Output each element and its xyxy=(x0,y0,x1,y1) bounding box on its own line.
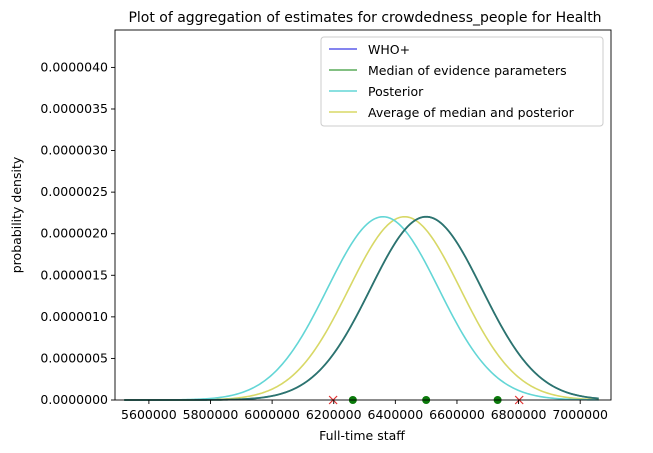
legend-label-median: Median of evidence parameters xyxy=(368,63,567,78)
x-axis-label: Full-time staff xyxy=(319,428,405,443)
y-tick-label-0: 0.0000000 xyxy=(40,392,108,407)
x-tick-label-5: 6600000 xyxy=(429,407,485,422)
legend-box xyxy=(320,36,604,127)
x-tick-label-2: 6000000 xyxy=(244,407,300,422)
x-tick-label-0: 5600000 xyxy=(121,407,177,422)
plot-area xyxy=(114,29,612,405)
y-tick-label-6: 0.0000030 xyxy=(40,143,108,158)
y-axis-label: probability density xyxy=(9,156,24,273)
y-tick-label-2: 0.0000010 xyxy=(40,309,108,324)
y-tick-label-1: 0.0000005 xyxy=(40,350,108,365)
x-tick-label-1: 5800000 xyxy=(183,407,239,422)
legend-label-average: Average of median and posterior xyxy=(368,105,575,120)
x-axis: 5600000 5800000 6000000 6200000 6400000 66000… xyxy=(121,400,608,422)
y-tick-label-8: 0.0000040 xyxy=(40,59,108,74)
series-line-posterior xyxy=(124,215,599,401)
axes-frame xyxy=(114,29,612,401)
y-tick-label-3: 0.0000015 xyxy=(40,267,108,282)
x-tick-label-7: 7000000 xyxy=(552,407,608,422)
x-tick-label-4: 6400000 xyxy=(368,407,424,422)
series-line-who xyxy=(124,215,599,401)
legend-label-posterior: Posterior xyxy=(368,84,424,99)
chart-title: Plot of aggregation of estimates for cro… xyxy=(128,10,601,26)
y-tick-label-7: 0.0000035 xyxy=(40,101,108,116)
x-tick-label-3: 6200000 xyxy=(306,407,362,422)
y-axis: 0.0000000 0.0000005 0.0000010 0.0000015 0.00… xyxy=(40,59,115,407)
legend: WHO+ Median of evidence parameters Poste… xyxy=(320,36,604,127)
legend-label-who: WHO+ xyxy=(368,42,410,57)
x-tick-label-6: 6800000 xyxy=(491,407,547,422)
y-tick-label-4: 0.0000020 xyxy=(40,226,108,241)
y-tick-label-5: 0.0000025 xyxy=(40,184,108,199)
